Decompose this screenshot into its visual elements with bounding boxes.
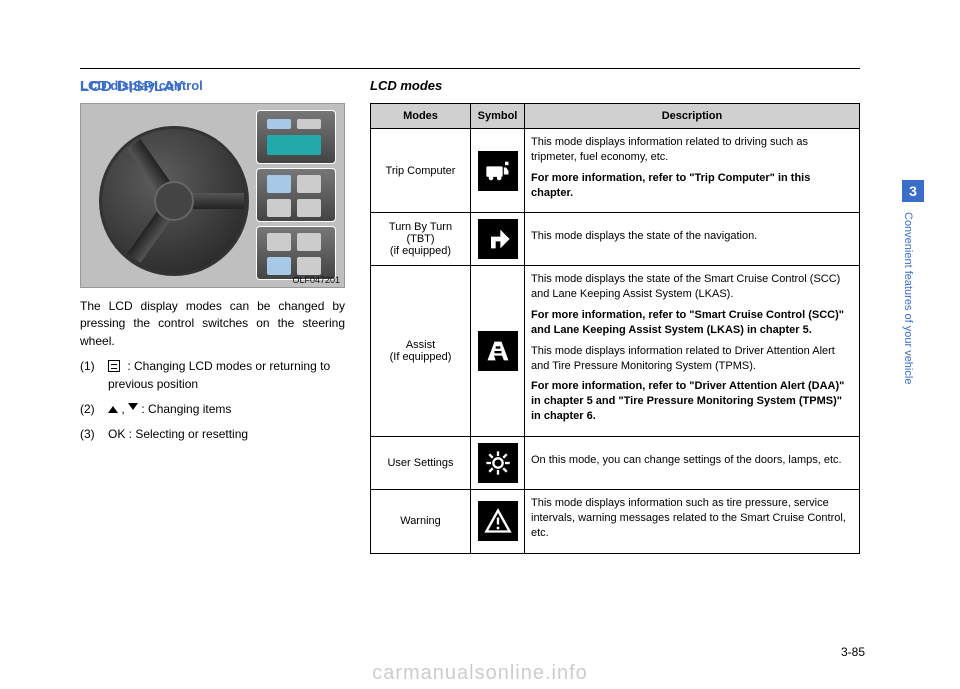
table-row: User Settings On this mode, you can chan… [371, 436, 860, 489]
desc-text: This mode displays the state of the navi… [531, 229, 853, 244]
control-inset-1 [256, 110, 336, 164]
intro-text: The LCD display modes can be changed by … [80, 298, 345, 350]
list-num-2: (2) [80, 401, 108, 418]
list-item-3: (3) OK : Selecting or resetting [80, 426, 345, 443]
mode-tbt: Turn By Turn (TBT) (if equipped) [371, 213, 471, 266]
list-num-1: (1) [80, 358, 108, 393]
list-item-1: (1) : Changing LCD modes or returning to… [80, 358, 345, 393]
assist-icon [478, 331, 518, 371]
control-inset-2 [256, 168, 336, 222]
chapter-tab: 3 Convenient features of your vehicle [902, 180, 924, 580]
tbt-icon [478, 219, 518, 259]
table-row: Trip Computer This mode displays informa… [371, 129, 860, 213]
chevron-down-icon [128, 403, 138, 413]
list-item-2: (2) , : Changing items [80, 401, 345, 418]
warning-icon [478, 501, 518, 541]
control-inset-3 [256, 226, 336, 280]
mode-button-icon [108, 360, 120, 372]
page-content: LCD DISPLAY LCD display control [80, 68, 860, 628]
chapter-number: 3 [902, 180, 924, 202]
th-desc: Description [525, 104, 860, 129]
list-text-1: : Changing LCD modes or returning to pre… [108, 359, 330, 390]
th-modes: Modes [371, 104, 471, 129]
desc-text: This mode displays information related t… [531, 344, 853, 374]
chevron-up-icon [108, 403, 118, 413]
left-column: LCD display control [80, 78, 345, 444]
desc-text: For more information, refer to "Driver A… [531, 379, 853, 424]
table-row: Turn By Turn (TBT) (if equipped) This mo… [371, 213, 860, 266]
list-num-3: (3) [80, 426, 108, 443]
steering-wheel-figure: OLF047201 [80, 103, 345, 288]
desc-text: This mode displays information such as t… [531, 496, 853, 541]
chapter-title: Convenient features of your vehicle [902, 212, 914, 492]
left-subhead: LCD display control [80, 78, 345, 93]
desc-text: For more information, refer to "Smart Cr… [531, 308, 853, 338]
mode-warning: Warning [371, 489, 471, 553]
steering-wheel [99, 126, 249, 276]
desc-text: On this mode, you can change settings of… [531, 453, 853, 468]
th-symbol: Symbol [471, 104, 525, 129]
image-code: OLF047201 [292, 275, 340, 285]
watermark: carmanualsonline.info [0, 662, 960, 685]
desc-text: This mode displays information related t… [531, 135, 853, 165]
trip-icon [478, 151, 518, 191]
table-row: Assist (If equipped) This mode displays … [371, 266, 860, 437]
mode-usersettings: User Settings [371, 436, 471, 489]
mode-assist: Assist (If equipped) [371, 266, 471, 437]
desc-text: This mode displays the state of the Smar… [531, 272, 853, 302]
list-text-2: : Changing items [141, 402, 231, 416]
lcd-modes-table: Modes Symbol Description Trip Computer T… [370, 103, 860, 554]
right-column: LCD modes Modes Symbol Description Trip … [370, 78, 860, 554]
mode-trip: Trip Computer [371, 129, 471, 213]
desc-text: For more information, refer to "Trip Com… [531, 171, 853, 201]
page-number: 3-85 [841, 645, 865, 659]
table-row: Warning This mode displays information s… [371, 489, 860, 553]
list-text-3: OK : Selecting or resetting [108, 426, 248, 443]
right-subhead: LCD modes [370, 78, 860, 93]
settings-icon [478, 443, 518, 483]
